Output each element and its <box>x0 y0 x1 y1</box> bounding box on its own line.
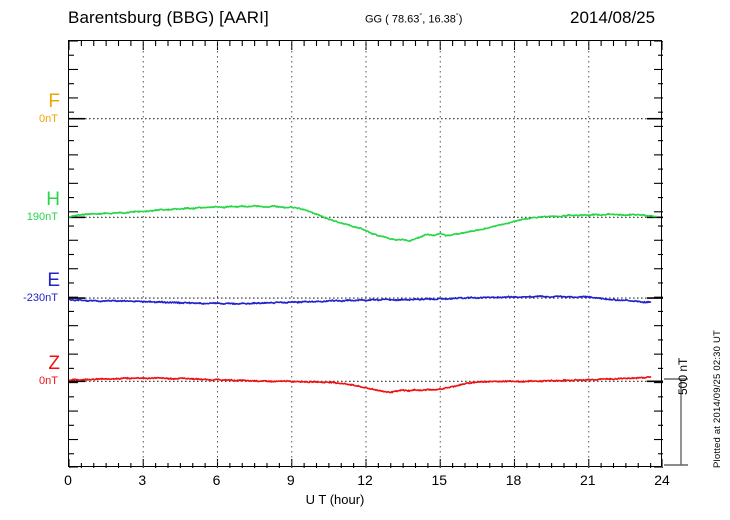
scale-bar <box>664 378 690 466</box>
component-label-E: E -230nT <box>2 271 60 304</box>
x-tick-label-18: 18 <box>505 472 522 488</box>
trace-Z <box>69 375 652 394</box>
component-baseline-value-H: 190nT <box>26 211 58 224</box>
x-tick-label-24: 24 <box>654 472 670 488</box>
plot-frame <box>68 40 663 468</box>
degree-sign-lon: ° <box>455 13 459 20</box>
x-axis-title-wrap: U T (hour) <box>0 492 730 507</box>
vertical-gridlines <box>142 41 590 468</box>
x-tick-label-21: 21 <box>579 472 596 488</box>
x-tick-label-9: 9 <box>286 472 295 488</box>
x-tick-label-3: 3 <box>138 472 147 488</box>
component-letter-F: F <box>48 90 60 112</box>
coords-lon-mid: , 16.38 <box>422 13 456 26</box>
degree-sign-lat: ° <box>419 13 423 20</box>
component-traces <box>69 117 663 394</box>
component-label-F: F 0nT <box>2 92 60 125</box>
observation-date: 2014/08/25 <box>570 8 656 27</box>
magnetogram-traces <box>69 41 663 468</box>
component-baseline-value-Z: 0nT <box>39 375 58 388</box>
plotted-at-note: Plotted at 2014/09/25 02:30 UT <box>712 329 723 468</box>
trace-H <box>69 204 658 243</box>
coords-suffix: ) <box>458 13 463 26</box>
component-letter-E: E <box>47 270 60 292</box>
x-tick-label-6: 6 <box>212 472 221 488</box>
component-label-H: H 190nT <box>2 190 60 223</box>
component-letter-Z: Z <box>48 353 60 375</box>
scale-bar-label: 500 nT <box>676 357 690 395</box>
x-tick-label-12: 12 <box>357 472 373 488</box>
component-label-Z: Z 0nT <box>2 354 60 387</box>
geographic-coordinates: GG ( 78.63°, 16.38°) <box>365 13 462 26</box>
station-title: Barentsburg (BBG) [AARI] <box>68 8 269 27</box>
component-baseline-value-E: -230nT <box>23 292 58 305</box>
x-tick-label-15: 15 <box>431 472 448 488</box>
axis-ticks <box>69 41 663 468</box>
component-letter-H: H <box>46 189 60 211</box>
trace-E <box>69 294 652 306</box>
x-axis-title: U T (hour) <box>305 492 365 507</box>
x-tick-label-0: 0 <box>64 472 72 488</box>
component-baseline-value-F: 0nT <box>39 112 58 125</box>
coords-lat-prefix: GG ( 78.63 <box>365 13 420 26</box>
